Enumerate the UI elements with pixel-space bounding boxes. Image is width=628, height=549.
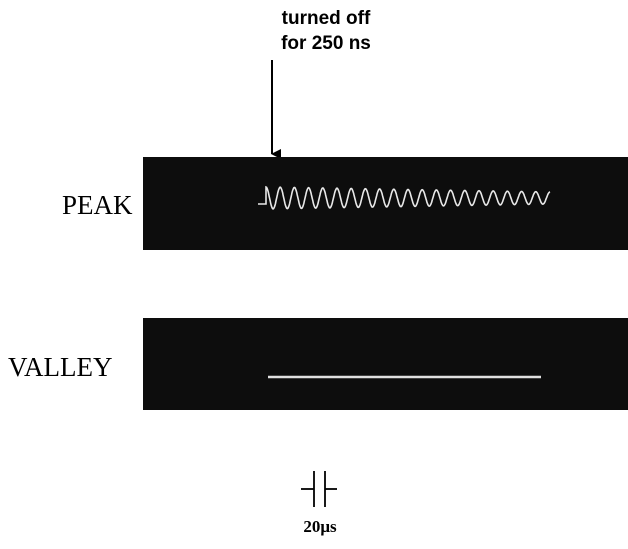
annotation-line: turned off <box>282 8 371 29</box>
scope-screen <box>143 157 628 250</box>
scale-bar <box>301 471 337 507</box>
scale-label: 20μs <box>303 517 337 536</box>
annotation-line: for 250 ns <box>281 33 371 54</box>
trace-label: VALLEY <box>8 352 113 382</box>
scope-screen <box>143 318 628 410</box>
peak-trace <box>258 185 551 210</box>
trace-label: PEAK <box>62 190 133 220</box>
